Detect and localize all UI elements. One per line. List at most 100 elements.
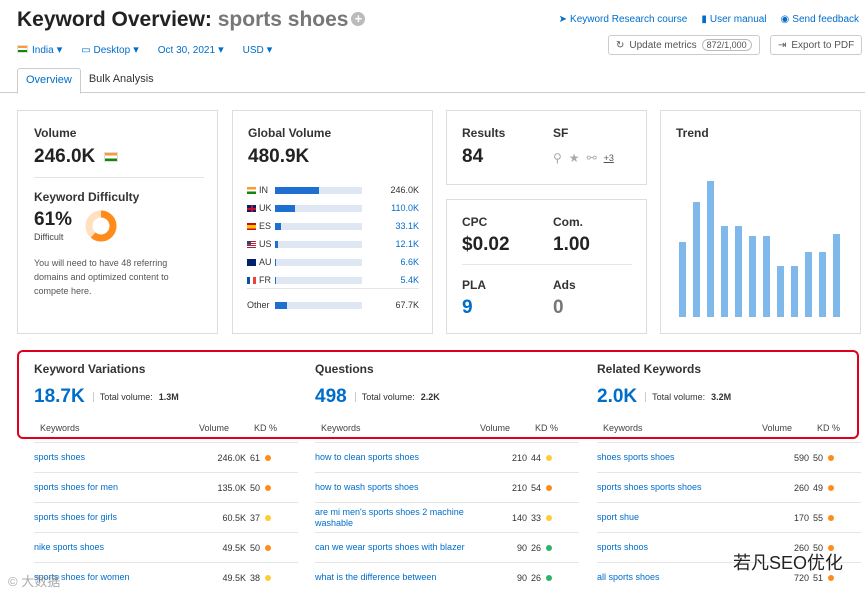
kd-number: 49 — [812, 482, 823, 493]
keyword-link[interactable]: sports shoos — [597, 542, 649, 552]
tab-overview[interactable]: Overview — [17, 68, 81, 94]
keyword-link[interactable]: all sports shoes — [597, 572, 660, 582]
header-kd[interactable]: KD % — [535, 423, 559, 433]
table-row: sports shoes for women 49.5K 38 — [34, 562, 298, 592]
tab-bulk-analysis[interactable]: Bulk Analysis — [88, 73, 154, 85]
graduation-icon: ➤ — [558, 14, 568, 25]
trend-bar[interactable] — [735, 225, 742, 317]
country-row-us[interactable]: US 12.1K — [247, 237, 419, 251]
country-bar-fill — [275, 258, 277, 266]
keyword-link[interactable]: how to wash sports shoes — [315, 482, 419, 492]
country-volume[interactable]: 6.6K — [400, 257, 419, 267]
tab-bar: Overview Bulk Analysis — [17, 68, 162, 94]
kd-dot-icon — [546, 574, 552, 581]
keyword-volume: 90 — [516, 542, 527, 553]
trend-bar[interactable] — [707, 180, 714, 317]
filter-bar: India ▭ Desktop Oct 30, 2021 USD — [17, 43, 272, 56]
sf-more[interactable]: +3 — [603, 153, 614, 163]
header-volume[interactable]: Volume — [480, 423, 511, 433]
country-bar-fill — [275, 222, 282, 230]
section-count[interactable]: 18.7K — [34, 386, 85, 407]
country-code: IN — [247, 185, 275, 195]
table-row: sports shoes for men 135.0K 50 — [34, 472, 298, 502]
keyword-link[interactable]: are mi men's sports shoes 2 machine wash… — [315, 506, 464, 528]
update-metrics-button[interactable]: ↻ Update metrics 872/1,000 — [608, 35, 760, 55]
manual-link[interactable]: ▮ User manual — [701, 14, 766, 25]
section-count[interactable]: 498 — [315, 386, 347, 407]
device-select[interactable]: ▭ Desktop — [81, 43, 139, 56]
export-pdf-button[interactable]: ⇥ Export to PDF — [770, 35, 863, 55]
total-volume-label: Total volume: — [361, 392, 415, 402]
cpc-card: CPC $0.02 Com. 1.00 PLA 9 Ads 0 — [446, 199, 647, 334]
header-kd[interactable]: KD % — [254, 423, 278, 433]
results-label: Results — [462, 126, 506, 140]
sf-icons: ⚲ ★ ⚯ +3 — [553, 151, 614, 165]
country-row-other: Other 67.7K — [247, 298, 419, 312]
total-volume: Total volume: 1.3M — [92, 392, 179, 402]
date-select[interactable]: Oct 30, 2021 — [158, 43, 224, 56]
trend-bar[interactable] — [693, 202, 700, 317]
book-icon: ▮ — [701, 14, 707, 25]
keyword-link[interactable]: sports shoes for men — [34, 482, 119, 492]
keyword-link[interactable]: what is the difference between — [315, 572, 437, 582]
country-row-uk[interactable]: UK 110.0K — [247, 201, 419, 215]
header-volume[interactable]: Volume — [762, 423, 793, 433]
header-volume[interactable]: Volume — [199, 423, 230, 433]
global-volume-value: 480.9K — [248, 146, 310, 167]
keyword-volume: 140 — [511, 512, 527, 523]
course-link-label: Keyword Research course — [570, 14, 688, 25]
country-volume[interactable]: 33.1K — [395, 221, 419, 231]
trend-bar[interactable] — [791, 265, 798, 317]
kd-note: You will need to have 48 referring domai… — [34, 258, 169, 296]
watermark-left: © 大数据 — [8, 574, 61, 589]
total-volume-label: Total volume: — [652, 392, 706, 402]
table-row: sports shoes for girls 60.5K 37 — [34, 502, 298, 532]
keyword-link[interactable]: how to clean sports shoes — [315, 452, 420, 462]
trend-bar[interactable] — [679, 242, 686, 317]
keyword-link[interactable]: can we wear sports shoes with blazer — [315, 542, 465, 552]
country-code-label: FR — [259, 275, 271, 285]
keyword-volume: 49.5K — [222, 542, 246, 553]
keyword-volume: 246.0K — [217, 452, 246, 463]
country-volume[interactable]: 5.4K — [400, 275, 419, 285]
in-flag-icon — [247, 187, 256, 194]
uk-flag-icon — [247, 205, 256, 212]
country-row-au[interactable]: AU 6.6K — [247, 255, 419, 269]
keyword-kd: 50 — [809, 453, 834, 463]
country-code: AU — [247, 257, 275, 267]
trend-bar[interactable] — [763, 235, 770, 317]
country-row-es[interactable]: ES 33.1K — [247, 219, 419, 233]
keyword-link[interactable]: sport shue — [597, 512, 640, 522]
results-value: 84 — [462, 146, 484, 167]
add-icon[interactable]: + — [351, 12, 366, 26]
trend-bar[interactable] — [805, 252, 812, 317]
keyword-link[interactable]: nike sports shoes — [34, 542, 105, 552]
trend-bar[interactable] — [819, 252, 826, 317]
kd-number: 51 — [812, 572, 823, 583]
keyword-link[interactable]: sports shoes for girls — [34, 512, 118, 522]
kd-dot-icon — [828, 454, 834, 461]
header-kd[interactable]: KD % — [817, 423, 841, 433]
feedback-link-label: Send feedback — [792, 14, 859, 25]
au-flag-icon — [247, 259, 256, 266]
country-row-fr[interactable]: FR 5.4K — [247, 273, 419, 287]
keyword-link[interactable]: shoes sports shoes — [597, 452, 675, 462]
table-row: what is the difference between 90 26 — [315, 562, 579, 592]
country-volume[interactable]: 110.0K — [391, 203, 419, 213]
currency-select[interactable]: USD — [243, 43, 273, 56]
section-count[interactable]: 2.0K — [597, 386, 638, 407]
keyword-link[interactable]: sports shoes for women — [34, 572, 130, 582]
trend-bar[interactable] — [833, 234, 840, 317]
keyword-link[interactable]: sports shoes — [34, 452, 86, 462]
trend-bar[interactable] — [777, 265, 784, 317]
kd-number: 61 — [249, 452, 260, 463]
trend-bar[interactable] — [749, 235, 756, 317]
trend-bar[interactable] — [721, 225, 728, 317]
pla-value[interactable]: 9 — [462, 297, 473, 318]
course-link[interactable]: ➤ Keyword Research course — [559, 14, 688, 25]
country-select[interactable]: India — [17, 43, 62, 56]
country-volume[interactable]: 12.1K — [395, 239, 419, 249]
update-count: 872/1,000 — [701, 39, 752, 51]
keyword-link[interactable]: sports shoes sports shoes — [597, 482, 702, 492]
feedback-link[interactable]: ◉ Send feedback — [781, 14, 859, 25]
